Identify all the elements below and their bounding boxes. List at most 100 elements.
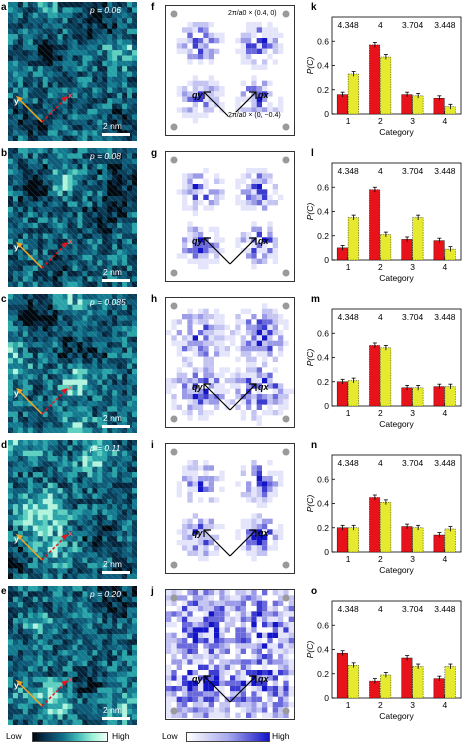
stm-pixel [122,682,128,688]
stm-pixel [87,174,93,181]
ft-pixel [182,22,188,28]
stm-pixel [107,472,113,478]
ft-pixel [219,324,225,330]
stm-pixel [27,573,34,579]
ft-pixel [192,210,198,216]
stm-pixel [127,671,133,678]
stm-pixel [97,326,103,332]
stm-pixel [52,368,58,375]
stm-pixel [32,260,39,266]
stm-pixel [22,427,29,433]
stm-pixel [77,352,83,359]
stm-pixel [12,98,19,104]
stm-pixel [132,666,137,672]
stm-pixel [42,270,48,277]
stm-pixel [67,281,73,287]
ft-pixel [198,545,204,551]
stm-pixel [112,461,118,468]
ft-pixel [267,237,273,243]
stm-pixel [132,265,137,272]
stm-pixel [47,260,53,266]
ft-pixel [182,356,188,362]
stm-pixel [17,44,24,51]
stm-pixel [112,514,118,521]
ft-pixel [203,556,209,562]
stm-pixel [42,55,48,62]
stm-pixel [67,450,73,457]
stm-pixel [22,514,29,521]
stm-pixel [132,639,137,646]
ft-pixel [219,590,225,596]
ft-pixel [235,48,241,54]
stm-pixel [8,326,14,332]
bragg-peak-dot [170,448,178,456]
stm-pixel [82,530,88,537]
stm-pixel [97,466,103,473]
stm-pixel [122,618,128,624]
stm-pixel [37,71,44,78]
stm-pixel [102,320,108,327]
stm-stripe [41,586,137,682]
stm-pixel [132,477,137,484]
stm-pixel [32,66,39,72]
ft-pixel [208,200,214,206]
stm-pixel [92,82,98,88]
stm-pixel [92,607,98,614]
stm-pixel [8,2,14,8]
stm-pixel [87,618,93,624]
stm-pixel [8,60,14,67]
stm-pixel [117,304,123,311]
stm-pixel [8,644,14,651]
ft-pixel [182,178,188,184]
stm-pixel [102,411,108,418]
stm-pixel [12,618,19,624]
stm-pixel [112,520,118,526]
y-axis-arrow [17,97,43,123]
stm-pixel [107,562,113,569]
stm-pixel [42,719,48,725]
stm-pixel [47,596,53,603]
ft-pixel [267,314,273,320]
stm-pixel [127,573,133,579]
stm-pixel [17,596,24,603]
ft-pixel [192,686,198,692]
stm-pixel [32,119,39,126]
stm-pixel [117,586,123,592]
ft-pixel [192,96,198,102]
stm-pixel [67,708,73,715]
stm-pixel [132,546,137,553]
stm-pixel [62,644,68,651]
stm-pixel [32,190,39,197]
stm-pixel [82,130,88,136]
stm-pixel [22,692,29,699]
stm-pixel [67,201,73,208]
ft-pixel [262,335,268,341]
stm-pixel [127,472,133,478]
stm-pixel [37,108,44,115]
stm-pixel [8,440,14,446]
ft-pixel [272,340,278,346]
stm-pixel [57,450,63,457]
stm-pixel [102,304,108,311]
stm-pixel [67,607,73,614]
stm-pixel [122,514,128,521]
ft-pixel [256,200,262,206]
stm-pixel [22,557,29,564]
stm-pixel [97,233,103,240]
ft-pixel [246,351,252,357]
stm-pixel [52,294,58,300]
qy-arrow [203,529,231,557]
stm-pixel [62,12,68,19]
stm-pixel [92,411,98,418]
stm-pixel [57,368,63,375]
stm-pixel [102,445,108,451]
stm-pixel [132,342,137,348]
ft-pixel [219,534,225,540]
stm-pixel [72,660,78,667]
stm-pixel [72,342,78,348]
stm-pixel [127,719,133,725]
stm-pixel [117,650,123,656]
stm-pixel [127,406,133,412]
stm-pixel [27,228,34,234]
stm-pixel [97,212,103,218]
